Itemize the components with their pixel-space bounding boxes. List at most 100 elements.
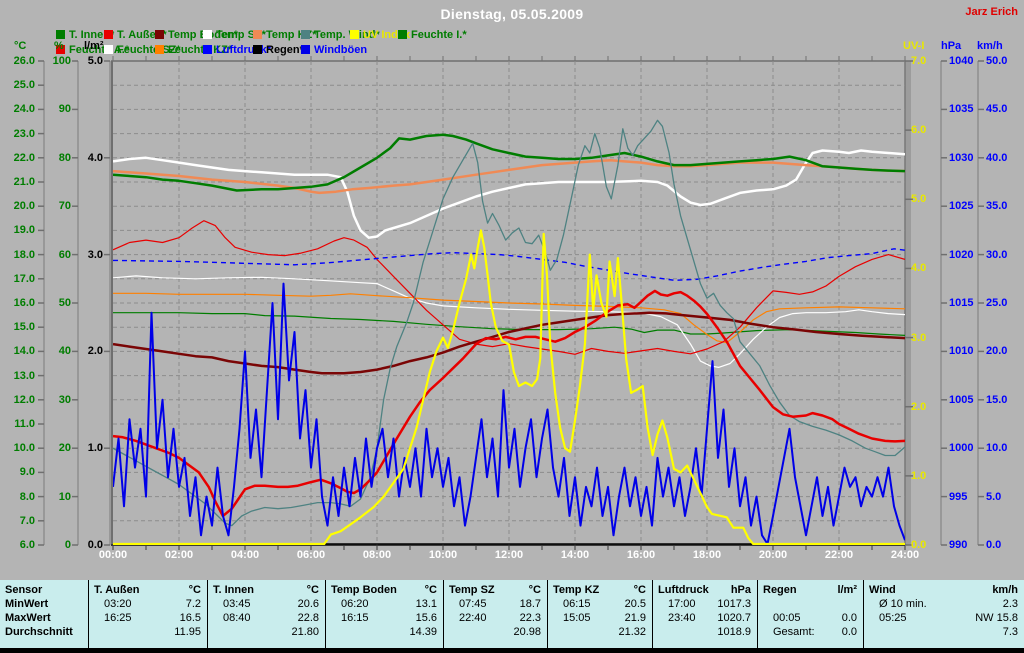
tick-label: 10 — [58, 490, 71, 503]
legend-item-feuchte-i: Feuchte I.* — [398, 29, 467, 41]
tick-label: 80 — [58, 151, 71, 164]
table-column-temp-boden: Temp Boden °C 06:20 13.1 16:15 15.6 14.39 — [325, 580, 443, 648]
axis-ticks-hpa: 1040 1035 1030 1025 1020 1015 1010 1005 1000 995 9… — [949, 0, 985, 653]
tick-label: 30.0 — [986, 248, 1008, 261]
table-column-t-innen: T. Innen °C 03:45 20.6 08:40 22.8 21.80 — [207, 580, 325, 648]
tick-label: 2.0 — [911, 400, 927, 413]
legend-item-windb-en: Windböen — [301, 44, 367, 56]
max-row: 15:05 21.9 — [563, 612, 646, 624]
tick-label: 25.0 — [13, 79, 35, 92]
series-t-innen — [113, 133, 905, 192]
tick-label: 1025 — [949, 200, 974, 213]
tick-label: 10.0 — [13, 442, 35, 455]
x-tick-label: 24:00 — [890, 549, 920, 561]
tick-label: 20.0 — [13, 200, 35, 213]
column-header: T. Außen °C — [94, 584, 201, 596]
tick-label: 10.0 — [986, 442, 1008, 455]
page-title: Dienstag, 05.05.2009 — [440, 6, 584, 22]
x-tick-label: 20:00 — [758, 549, 788, 561]
tick-label: 11.0 — [14, 418, 35, 430]
avg-row: Gesamt: 0.0 — [773, 626, 857, 638]
tick-label: 15.0 — [986, 393, 1008, 406]
tick-label: 1010 — [949, 345, 974, 358]
tick-label: 22.0 — [13, 151, 35, 164]
tick-label: 40 — [58, 345, 71, 358]
min-row: 06:15 20.5 — [563, 598, 646, 610]
min-row: 03:20 7.2 — [104, 598, 201, 610]
axis-ticks-l-m: 5.0 4.0 3.0 2.0 1.0 0.0 — [74, 0, 103, 653]
tick-label: 1030 — [949, 151, 974, 164]
x-tick-label: 06:00 — [296, 549, 326, 561]
x-tick-label: 00:00 — [98, 549, 128, 561]
column-header: Wind km/h — [869, 584, 1018, 596]
tick-label: 20.0 — [986, 345, 1008, 358]
tick-label: 2.0 — [87, 345, 103, 358]
x-tick-label: 22:00 — [824, 549, 854, 561]
tick-label: 40.0 — [986, 151, 1008, 164]
table-column-sensor: Sensor MinWert MaxWert Durchschnitt — [5, 584, 73, 638]
column-header: Temp KZ °C — [553, 584, 646, 596]
legend-swatch-icon — [56, 45, 65, 54]
legend-swatch-icon — [56, 30, 65, 39]
tick-label: 19.0 — [13, 224, 35, 237]
x-tick-label: 14:00 — [560, 549, 590, 561]
tick-label: 1.0 — [87, 442, 103, 455]
tick-label: 5.0 — [986, 490, 1002, 503]
tick-label: 6.0 — [911, 124, 927, 137]
min-row: 17:00 1017.3 — [668, 598, 751, 610]
max-row: 16:15 15.6 — [341, 612, 437, 624]
x-tick-label: 16:00 — [626, 549, 656, 561]
legend-swatch-icon — [398, 30, 407, 39]
tick-label: 35.0 — [986, 200, 1008, 213]
legend-swatch-icon — [203, 30, 212, 39]
x-tick-label: 02:00 — [164, 549, 194, 561]
legend-swatch-icon — [203, 45, 212, 54]
column-header: Temp Boden °C — [331, 584, 437, 596]
table-column-t-au-en: T. Außen °C 03:20 7.2 16:25 16.5 11.95 — [88, 580, 207, 648]
table-column-luftdruck: Luftdruck hPa 17:00 1017.3 23:40 1020.7 1018.9 — [652, 580, 757, 648]
tick-label: 4.0 — [87, 151, 103, 164]
max-row: 05:25 NW 15.8 — [879, 612, 1018, 624]
tick-label: 25.0 — [986, 297, 1008, 309]
min-row: 07:45 18.7 — [459, 598, 541, 610]
tick-label: 45.0 — [986, 103, 1008, 116]
min-row: 03:45 20.6 — [223, 598, 319, 610]
max-row: 08:40 22.8 — [223, 612, 319, 624]
axis-ticks-: 100 90 80 70 60 50 40 30 20 10 0 — [42, 0, 71, 653]
min-row: 06:20 13.1 — [341, 598, 437, 610]
tick-label: 13.0 — [13, 369, 35, 382]
legend-item-t-au-en: T. Außen* — [104, 29, 167, 41]
tick-label: 20 — [58, 442, 71, 455]
legend-swatch-icon — [155, 30, 164, 39]
column-header: Regen l/m² — [763, 584, 857, 596]
avg-row: 7.3 — [1002, 626, 1018, 638]
axis-header-hpa: hPa — [941, 40, 962, 52]
tick-label: 995 — [949, 490, 968, 503]
legend-item-t-innen: T. Innen* — [56, 29, 114, 41]
tick-label: 0 — [64, 539, 71, 551]
tick-label: 0.0 — [986, 539, 1002, 551]
summary-table: Sensor MinWert MaxWert Durchschnitt T. Außen… — [0, 580, 1024, 648]
series-luftdruck — [113, 248, 905, 282]
avg-row: 21.80 — [291, 626, 319, 638]
avg-row: 20.98 — [513, 626, 541, 638]
tick-label: 4.0 — [911, 262, 927, 275]
legend-swatch-icon — [350, 30, 359, 39]
tick-label: 1000 — [949, 442, 974, 455]
tick-label: 17.0 — [13, 272, 35, 285]
column-header: Luftdruck hPa — [658, 584, 751, 596]
tick-label: 1035 — [949, 103, 974, 116]
x-tick-label: 12:00 — [494, 549, 524, 561]
legend-item-feuchte-sz: Feuchte SZ* — [104, 44, 181, 56]
tick-label: 14.0 — [13, 345, 35, 358]
axis-header-km-h: km/h — [977, 40, 1003, 52]
legend-swatch-icon — [104, 30, 113, 39]
tick-label: 70 — [58, 200, 71, 213]
tick-label: 60 — [58, 248, 71, 261]
avg-row: 1018.9 — [717, 626, 751, 638]
tick-label: 8.0 — [19, 490, 35, 503]
tick-label: 1.0 — [911, 469, 927, 482]
bottom-divider — [0, 648, 1024, 653]
